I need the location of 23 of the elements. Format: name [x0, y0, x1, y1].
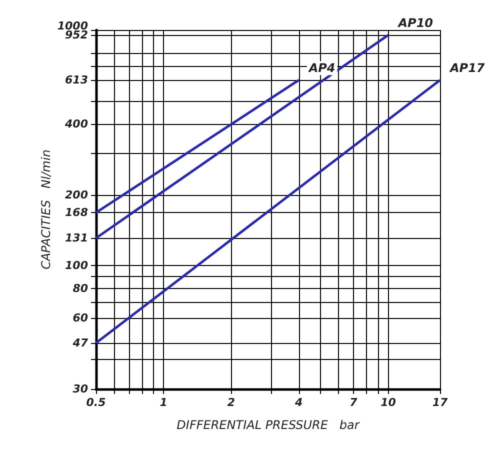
- y-tick-label: 952: [65, 28, 88, 42]
- y-tick-label: 613: [65, 74, 88, 87]
- y-tick-label: 131: [65, 232, 88, 245]
- x-axis-title: DIFFERENTIAL PRESSURE bar: [176, 418, 360, 432]
- x-tick-label: 7: [350, 396, 358, 409]
- y-tick-label: 100: [65, 259, 88, 272]
- x-tick-label: 10: [380, 396, 396, 409]
- y-tick-label: 168: [65, 206, 88, 220]
- series-label: AP17: [449, 61, 486, 76]
- y-tick-label: 47: [72, 336, 88, 350]
- series-label: AP10: [397, 16, 434, 30]
- series-label: AP4: [308, 61, 336, 76]
- x-tick-label: 1: [160, 396, 168, 409]
- x-tick-label: 4: [294, 396, 303, 409]
- x-tick-label: 0.5: [86, 396, 106, 409]
- y-tick-label: 400: [64, 117, 88, 130]
- y-tick-label: 60: [72, 312, 88, 325]
- x-tick-label: 2: [227, 396, 236, 409]
- y-axis-title: CAPACITIES Nl/min: [39, 150, 53, 270]
- y-tick-label: 200: [65, 188, 88, 202]
- x-tick-label: 17: [432, 396, 448, 409]
- y-tick-label: 80: [72, 282, 88, 296]
- y-tick-label: 30: [72, 382, 88, 396]
